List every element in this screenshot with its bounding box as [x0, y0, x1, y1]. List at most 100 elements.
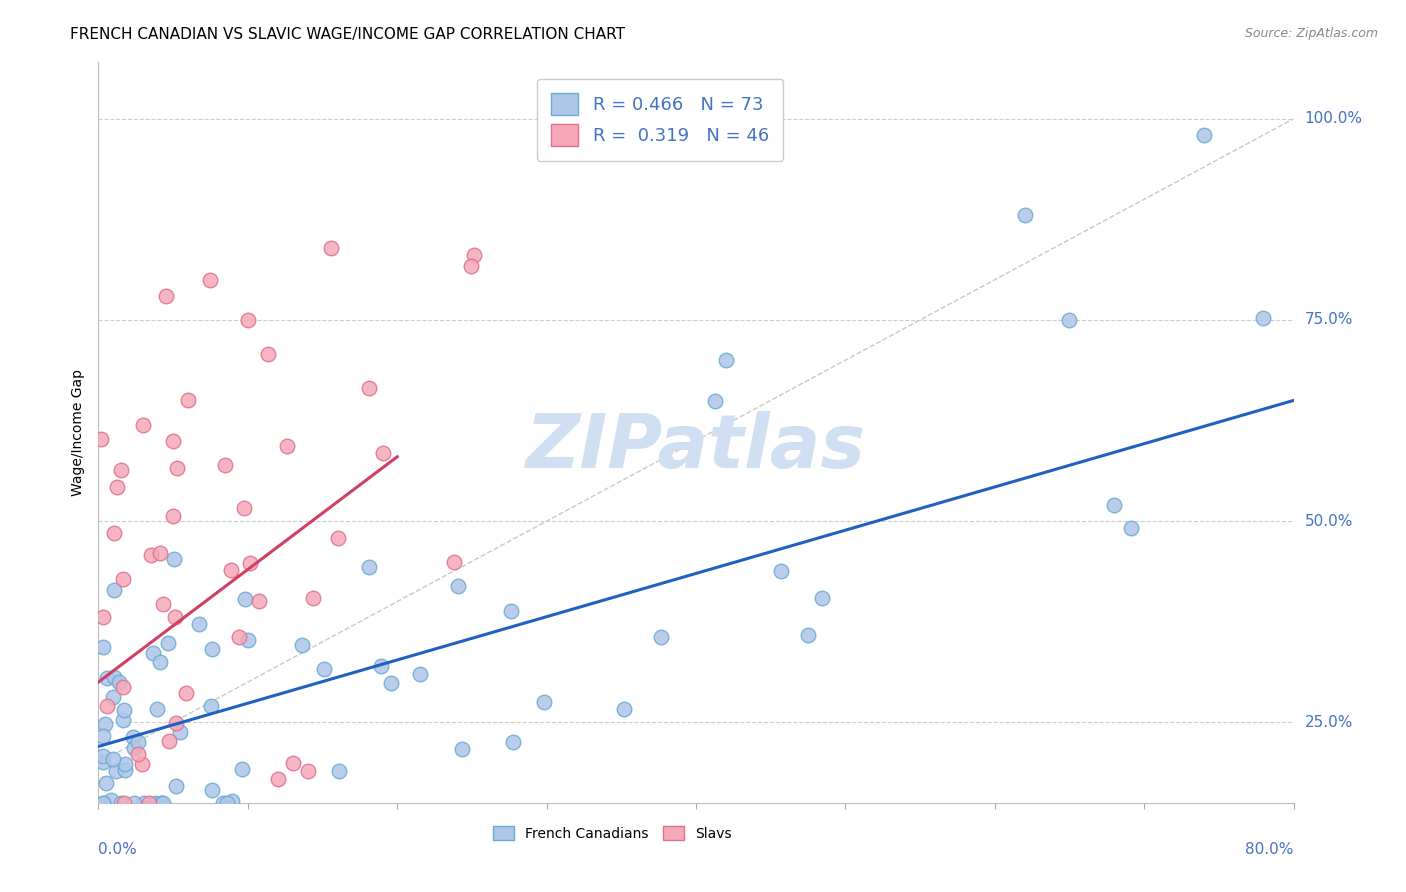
Point: [100, 792, 122, 806]
Point: [103, 690, 125, 705]
Point: [143, 796, 166, 810]
Point: [1192, 128, 1215, 142]
Point: [114, 763, 136, 777]
Point: [149, 546, 172, 560]
Point: [221, 794, 243, 808]
Point: [150, 796, 173, 810]
Text: Source: ZipAtlas.com: Source: ZipAtlas.com: [1244, 27, 1378, 40]
Point: [328, 764, 350, 778]
Point: [357, 381, 380, 395]
Point: [200, 273, 222, 287]
Point: [103, 583, 125, 598]
Point: [267, 772, 290, 786]
Point: [155, 289, 177, 303]
Point: [233, 501, 256, 516]
Point: [112, 713, 135, 727]
Point: [122, 741, 145, 756]
Point: [107, 675, 129, 690]
Point: [91, 755, 114, 769]
Point: [127, 734, 149, 748]
Point: [290, 638, 312, 652]
Point: [215, 796, 238, 810]
Point: [281, 756, 304, 770]
Point: [139, 548, 162, 562]
Point: [502, 735, 524, 749]
Text: FRENCH CANADIAN VS SLAVIC WAGE/INCOME GAP CORRELATION CHART: FRENCH CANADIAN VS SLAVIC WAGE/INCOME GA…: [70, 27, 626, 42]
Point: [302, 591, 325, 605]
Point: [200, 642, 222, 657]
Point: [446, 579, 468, 593]
Point: [1104, 498, 1126, 512]
Point: [834, 820, 856, 834]
Point: [122, 731, 145, 745]
Point: [91, 796, 114, 810]
Point: [187, 617, 209, 632]
Point: [714, 353, 737, 368]
Point: [101, 751, 124, 765]
Point: [810, 591, 832, 606]
Point: [159, 733, 181, 747]
Point: [156, 636, 179, 650]
Point: [152, 597, 174, 611]
Point: [94, 717, 117, 731]
Legend: French Canadians, Slavs: French Canadians, Slavs: [486, 819, 738, 847]
Point: [314, 662, 336, 676]
Point: [149, 796, 172, 810]
Point: [214, 458, 236, 472]
Point: [228, 630, 250, 644]
Point: [162, 509, 184, 524]
Point: [114, 756, 136, 771]
Point: [94, 775, 117, 789]
Point: [152, 796, 174, 810]
Point: [770, 564, 793, 578]
Point: [533, 695, 555, 709]
Point: [91, 640, 114, 655]
Y-axis label: Wage/Income Gap: Wage/Income Gap: [72, 369, 86, 496]
Point: [122, 796, 145, 810]
Point: [1251, 311, 1274, 326]
Point: [1014, 208, 1036, 222]
Point: [146, 702, 169, 716]
Point: [163, 551, 186, 566]
Point: [110, 796, 132, 810]
Point: [613, 702, 636, 716]
Point: [166, 460, 188, 475]
Point: [357, 560, 380, 574]
Point: [166, 715, 188, 730]
Point: [1059, 313, 1081, 327]
Point: [131, 757, 153, 772]
Point: [239, 557, 262, 571]
Point: [212, 796, 235, 810]
Point: [236, 313, 259, 327]
Point: [165, 610, 187, 624]
Point: [321, 241, 343, 255]
Text: 75.0%: 75.0%: [1305, 312, 1353, 327]
Point: [90, 432, 112, 446]
Point: [174, 686, 197, 700]
Point: [797, 628, 820, 642]
Point: [110, 463, 132, 477]
Point: [200, 698, 222, 713]
Point: [132, 417, 155, 432]
Point: [328, 532, 350, 546]
Text: ZIPatlas: ZIPatlas: [526, 411, 866, 484]
Point: [704, 394, 727, 409]
Point: [443, 555, 465, 569]
Point: [408, 666, 430, 681]
Point: [231, 762, 253, 776]
Point: [91, 610, 114, 624]
Point: [1121, 521, 1143, 535]
Point: [103, 670, 125, 684]
Point: [297, 764, 319, 778]
Point: [162, 434, 184, 448]
Point: [112, 573, 135, 587]
Point: [91, 729, 114, 743]
Point: [236, 632, 259, 647]
Point: [451, 742, 474, 756]
Point: [201, 783, 224, 797]
Point: [112, 796, 135, 810]
Point: [169, 724, 191, 739]
Point: [105, 480, 128, 494]
Point: [96, 671, 118, 685]
Point: [650, 630, 672, 644]
